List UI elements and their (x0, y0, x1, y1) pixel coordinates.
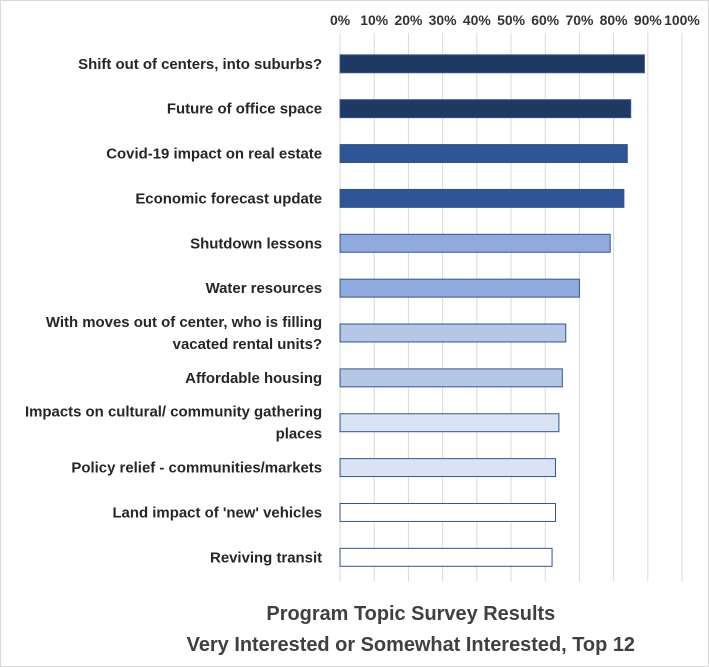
x-tick-label: 50% (497, 12, 526, 28)
bar (339, 547, 553, 567)
category-label: vacated rental units? (173, 336, 322, 353)
category-labels: Shift out of centers, into suburbs? Futur… (25, 56, 322, 567)
category-label: Shutdown lessons (190, 235, 322, 252)
category-label: Shift out of centers, into suburbs? (78, 56, 322, 73)
bar (339, 413, 560, 433)
category-label: With moves out of center, who is filling (46, 314, 322, 331)
category-label: places (276, 426, 323, 443)
x-tick-label: 30% (429, 12, 458, 28)
bars (339, 54, 645, 567)
category-label: Impacts on cultural/ community gathering (25, 404, 322, 421)
bar (339, 323, 567, 343)
bar (339, 278, 580, 298)
bar (339, 99, 632, 119)
x-tick-label: 70% (565, 12, 594, 28)
category-label: Land impact of 'new' vehicles (112, 504, 322, 521)
x-tick-label: 90% (634, 12, 663, 28)
category-label: Covid-19 impact on real estate (106, 146, 322, 163)
bar (339, 188, 625, 208)
x-tick-label: 80% (600, 12, 629, 28)
x-tick-label: 0% (330, 12, 351, 28)
bar (339, 54, 645, 74)
x-tick-label: 10% (360, 12, 389, 28)
bar (339, 368, 563, 388)
x-axis-ticks: 0% 10% 20% 30% 40% 50% 60% 70% 80% 90% 100% (330, 12, 700, 28)
bar (339, 144, 628, 164)
x-tick-label: 40% (463, 12, 492, 28)
x-tick-label: 100% (664, 12, 700, 28)
category-label: Economic forecast update (135, 190, 322, 207)
category-label: Reviving transit (210, 549, 322, 566)
chart-subtitle: Very Interested or Somewhat Interested, … (187, 634, 635, 656)
x-tick-label: 60% (531, 12, 560, 28)
bar (339, 458, 556, 478)
gridlines (339, 32, 683, 582)
chart-title: Program Topic Survey Results (266, 603, 555, 625)
category-label: Water resources (206, 280, 323, 297)
x-tick-label: 20% (394, 12, 423, 28)
bar (339, 502, 556, 522)
category-label: Affordable housing (185, 370, 322, 387)
category-label: Policy relief - communities/markets (71, 460, 322, 477)
bar (339, 233, 611, 253)
category-label: Future of office space (167, 101, 322, 118)
